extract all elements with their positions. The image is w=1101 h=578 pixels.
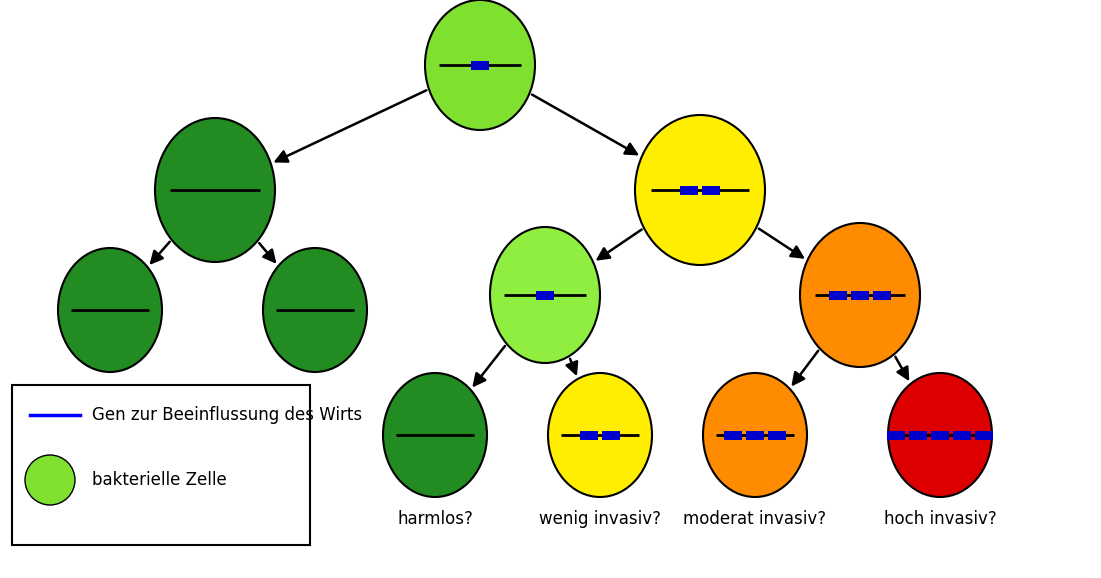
- Bar: [471, 61, 489, 69]
- Bar: [851, 291, 869, 299]
- Ellipse shape: [263, 248, 367, 372]
- Bar: [724, 431, 742, 439]
- Ellipse shape: [58, 248, 162, 372]
- Bar: [580, 431, 598, 439]
- Ellipse shape: [155, 118, 275, 262]
- Text: wenig invasiv?: wenig invasiv?: [539, 510, 661, 528]
- Ellipse shape: [490, 227, 600, 363]
- Ellipse shape: [425, 0, 535, 130]
- Ellipse shape: [889, 373, 992, 497]
- Circle shape: [25, 455, 75, 505]
- Bar: [829, 291, 847, 299]
- Bar: [975, 431, 993, 439]
- Text: moderat invasiv?: moderat invasiv?: [684, 510, 827, 528]
- Bar: [680, 186, 698, 195]
- Bar: [602, 431, 620, 439]
- Text: hoch invasiv?: hoch invasiv?: [884, 510, 996, 528]
- Ellipse shape: [704, 373, 807, 497]
- Bar: [746, 431, 764, 439]
- Text: bakterielle Zelle: bakterielle Zelle: [92, 471, 227, 489]
- Ellipse shape: [383, 373, 487, 497]
- Bar: [931, 431, 949, 439]
- Bar: [768, 431, 786, 439]
- Text: Gen zur Beeinflussung des Wirts: Gen zur Beeinflussung des Wirts: [92, 406, 362, 424]
- Bar: [953, 431, 971, 439]
- Bar: [873, 291, 891, 299]
- Bar: [909, 431, 927, 439]
- Bar: [702, 186, 720, 195]
- Bar: [887, 431, 905, 439]
- Bar: [536, 291, 554, 299]
- Ellipse shape: [635, 115, 765, 265]
- Ellipse shape: [548, 373, 652, 497]
- Ellipse shape: [800, 223, 920, 367]
- Text: harmlos?: harmlos?: [397, 510, 473, 528]
- Bar: [12, 385, 310, 545]
